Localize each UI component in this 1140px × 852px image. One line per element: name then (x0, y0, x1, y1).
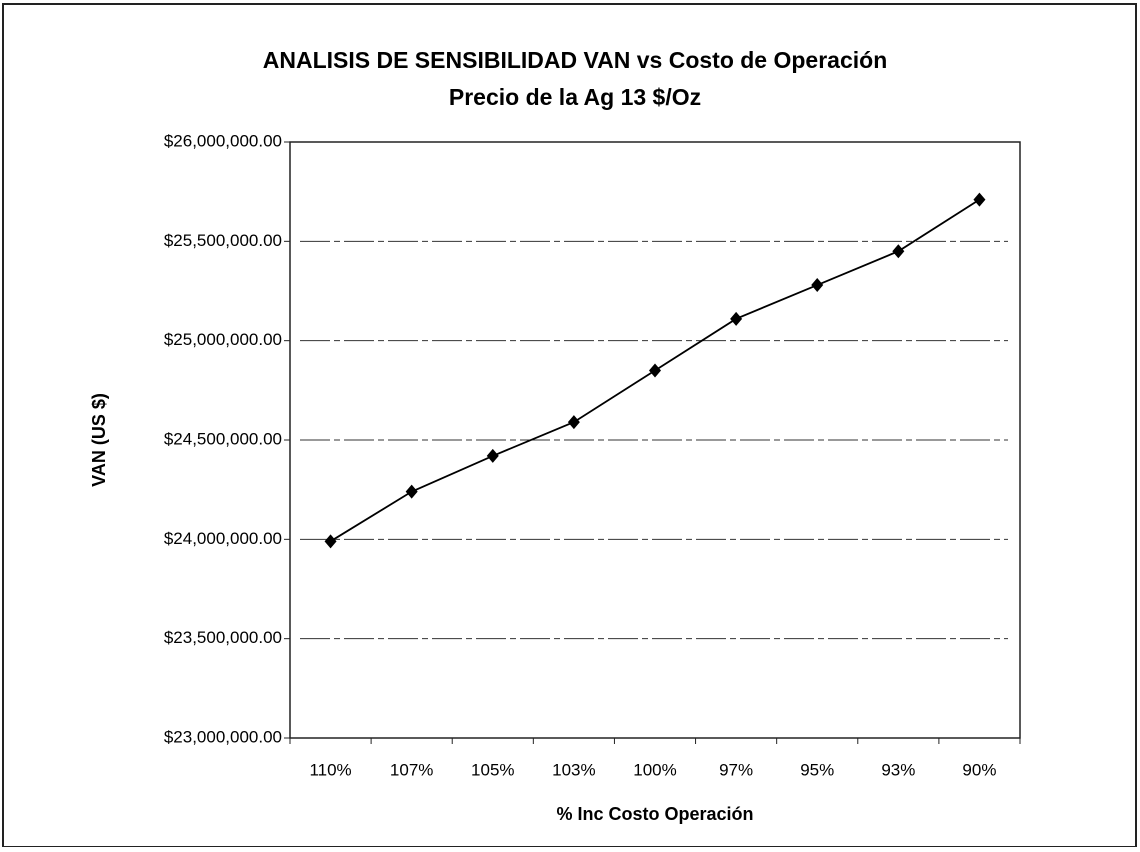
x-tick-label: 105% (471, 760, 514, 779)
x-tick-label: 103% (552, 760, 595, 779)
x-tick-label: 95% (800, 760, 834, 779)
marker (811, 278, 824, 293)
x-tick-label: 93% (881, 760, 915, 779)
marker (567, 415, 580, 430)
marker (486, 448, 499, 463)
marker (730, 311, 743, 326)
x-tick-label: 100% (633, 760, 676, 779)
x-tick-label: 107% (390, 760, 433, 779)
marker (649, 363, 661, 378)
chart-subtitle: Precio de la Ag 13 $/Oz (449, 84, 701, 110)
marker (405, 484, 418, 499)
y-tick-label: $26,000,000.00 (164, 131, 282, 150)
x-tick-label: 90% (962, 760, 996, 779)
chart-title: ANALISIS DE SENSIBILIDAD VAN vs Costo de… (263, 47, 888, 73)
marker (324, 534, 337, 549)
y-tick-label: $23,000,000.00 (164, 727, 282, 746)
y-tick-label: $24,000,000.00 (164, 529, 282, 548)
marker (973, 192, 986, 207)
chart-border (2, 3, 1137, 848)
y-tick-label: $25,500,000.00 (164, 231, 282, 250)
y-tick-label: $23,500,000.00 (164, 628, 282, 647)
x-axis-title: % Inc Costo Operación (556, 804, 753, 824)
x-tick-label: 110% (309, 760, 351, 779)
x-tick-label: 97% (719, 760, 753, 779)
y-tick-label: $24,500,000.00 (164, 429, 282, 448)
marker (892, 244, 905, 259)
y-axis-title: VAN (US $) (89, 393, 109, 487)
y-tick-label: $25,000,000.00 (164, 330, 282, 349)
